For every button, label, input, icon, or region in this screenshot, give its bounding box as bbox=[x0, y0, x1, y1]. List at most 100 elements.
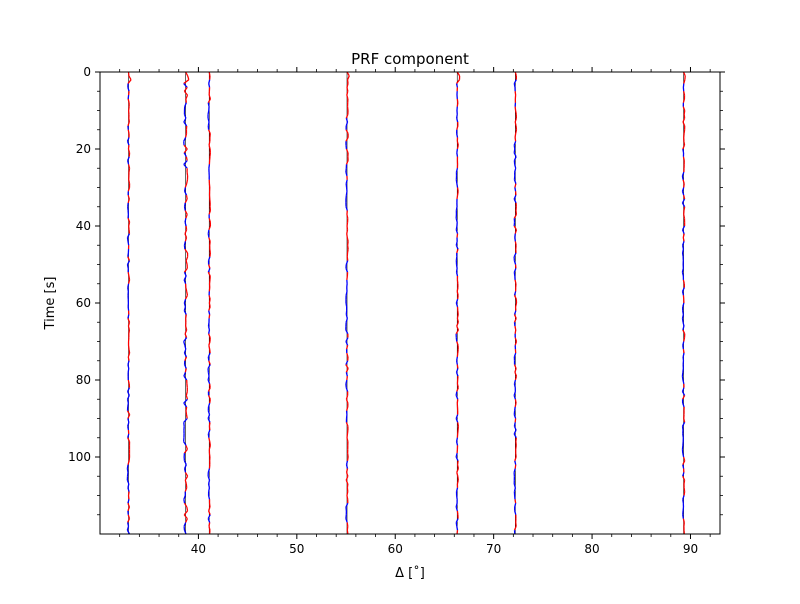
trace-segment bbox=[458, 461, 459, 465]
x-tick-label: 60 bbox=[388, 542, 403, 556]
trace-segment bbox=[127, 265, 128, 269]
trace-segment bbox=[347, 214, 348, 218]
trace-segment bbox=[209, 164, 210, 168]
trace-segment bbox=[184, 241, 185, 245]
trace-segment bbox=[346, 303, 347, 307]
trace-segment bbox=[347, 530, 348, 534]
trace-segment bbox=[128, 253, 129, 257]
trace-segment bbox=[209, 438, 210, 442]
trace-segment bbox=[128, 522, 129, 526]
trace-segment bbox=[683, 291, 684, 295]
trace-segment bbox=[515, 188, 516, 192]
trace-segment bbox=[456, 226, 457, 230]
trace-segment bbox=[684, 419, 685, 423]
trace-segment bbox=[128, 315, 129, 319]
y-tick-label: 0 bbox=[83, 65, 91, 79]
trace-segment bbox=[457, 134, 458, 138]
trace-segment bbox=[208, 230, 209, 234]
trace-segment bbox=[209, 484, 210, 488]
trace-segment bbox=[684, 141, 685, 145]
trace-segment bbox=[347, 492, 348, 496]
trace-segment bbox=[458, 422, 459, 426]
trace-segment bbox=[682, 272, 683, 276]
trace-segment bbox=[209, 72, 210, 76]
trace-segment bbox=[684, 111, 685, 115]
trace-segment bbox=[514, 384, 515, 388]
trace-segment bbox=[515, 241, 516, 245]
trace-segment bbox=[456, 207, 457, 211]
trace-segment bbox=[457, 365, 458, 369]
y-tick-label: 80 bbox=[76, 373, 91, 387]
trace-segment bbox=[457, 84, 458, 88]
trace-segment bbox=[208, 234, 209, 238]
trace-segment bbox=[682, 318, 683, 322]
trace-segment bbox=[210, 399, 211, 403]
trace-segment bbox=[348, 453, 349, 457]
x-tick-label: 50 bbox=[289, 542, 304, 556]
x-axis-label: Δ [˚] bbox=[395, 565, 425, 581]
trace-segment bbox=[515, 280, 516, 284]
trace-segment bbox=[684, 130, 685, 134]
trace-segment bbox=[683, 465, 684, 469]
trace-segment bbox=[457, 184, 458, 188]
trace-segment bbox=[682, 315, 683, 319]
trace-segment bbox=[456, 503, 457, 507]
trace-segment bbox=[209, 480, 210, 484]
trace-segment bbox=[683, 238, 684, 242]
trace-segment bbox=[457, 103, 458, 107]
trace-segment bbox=[683, 280, 684, 284]
trace-segment bbox=[515, 465, 516, 469]
trace-segment bbox=[128, 284, 129, 288]
trace-segment bbox=[128, 288, 129, 292]
trace-segment bbox=[515, 134, 516, 138]
trace-segment bbox=[208, 111, 209, 115]
trace-segment bbox=[683, 157, 684, 161]
trace-segment bbox=[683, 453, 684, 457]
trace-segment bbox=[457, 195, 458, 199]
trace-segment bbox=[127, 238, 128, 242]
trace-segment bbox=[684, 207, 685, 211]
trace-segment bbox=[185, 368, 186, 372]
trace-segment bbox=[209, 84, 210, 88]
x-tick-label: 90 bbox=[683, 542, 698, 556]
trace-segment bbox=[187, 172, 188, 176]
trace-segment bbox=[208, 372, 209, 376]
trace-segment bbox=[347, 276, 348, 280]
trace-segment bbox=[684, 480, 685, 484]
trace-segment bbox=[684, 214, 685, 218]
trace-segment bbox=[128, 484, 129, 488]
trace-segment bbox=[458, 465, 459, 469]
trace-segment bbox=[347, 496, 348, 500]
trace-segment bbox=[209, 141, 210, 145]
trace-segment bbox=[516, 111, 517, 115]
trace-segment bbox=[457, 145, 458, 149]
trace-segment bbox=[187, 180, 188, 184]
trace-segment bbox=[683, 149, 684, 153]
trace-segment bbox=[456, 392, 457, 396]
trace-segment bbox=[457, 318, 458, 322]
trace-segment bbox=[210, 442, 211, 446]
trace-segment bbox=[128, 130, 129, 134]
trace-segment bbox=[187, 415, 188, 419]
trace-segment bbox=[209, 330, 210, 334]
trace-segment bbox=[129, 330, 130, 334]
trace-segment bbox=[348, 249, 349, 253]
trace-segment bbox=[128, 368, 129, 372]
trace-segment bbox=[209, 488, 210, 492]
trace-segment bbox=[457, 114, 458, 118]
trace-segment bbox=[515, 122, 516, 126]
trace-segment bbox=[457, 291, 458, 295]
trace-segment bbox=[347, 469, 348, 473]
trace-segment bbox=[457, 480, 458, 484]
trace-segment bbox=[208, 376, 209, 380]
trace-segment bbox=[683, 234, 684, 238]
trace-segment bbox=[514, 145, 515, 149]
trace-segment bbox=[684, 195, 685, 199]
trace-segment bbox=[129, 349, 130, 353]
trace-segment bbox=[187, 195, 188, 199]
trace-segment bbox=[514, 149, 515, 153]
trace-segment bbox=[129, 492, 130, 496]
trace-segment bbox=[186, 315, 187, 319]
trace-segment bbox=[209, 303, 210, 307]
